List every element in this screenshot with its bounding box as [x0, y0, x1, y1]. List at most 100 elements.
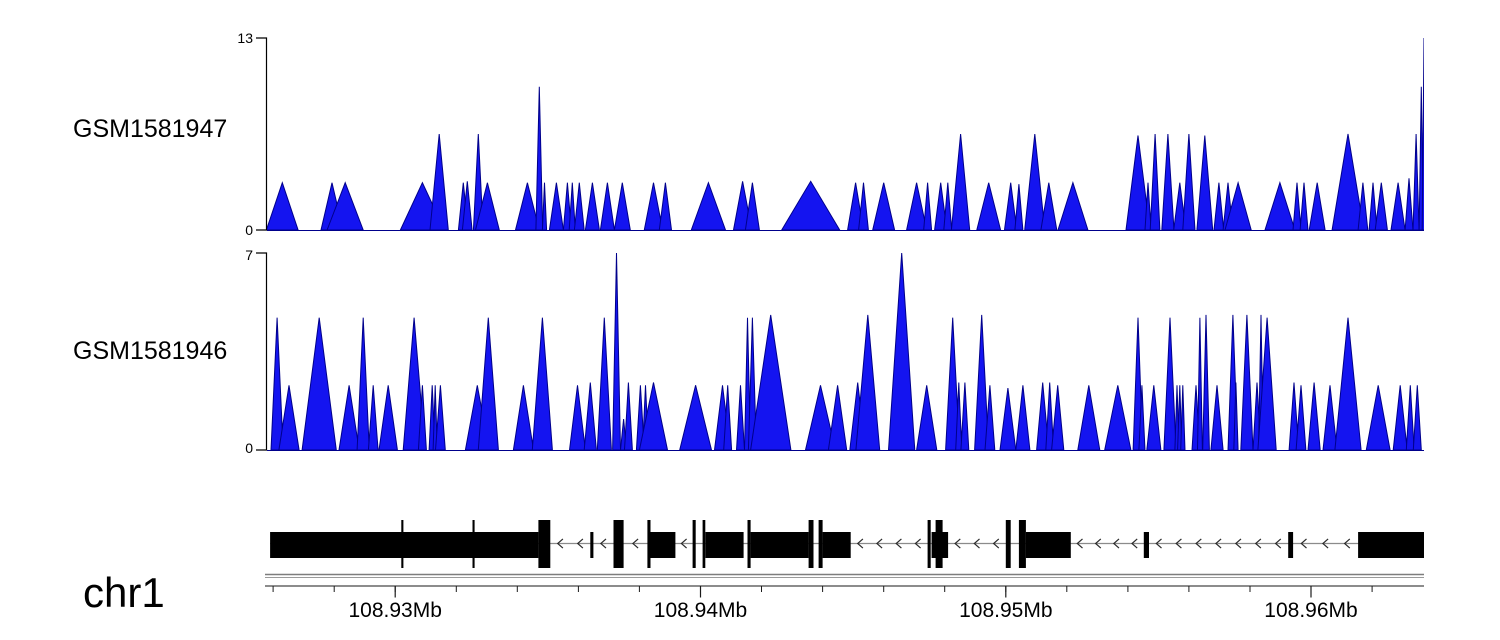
- coverage-peak: [1161, 133, 1175, 231]
- coverage-peak: [1374, 182, 1388, 231]
- strand-arrow-left-icon: [1195, 538, 1202, 549]
- strand-arrow-left-icon: [875, 538, 883, 549]
- exon-cds: [401, 520, 404, 568]
- coverage-peak: [1015, 385, 1031, 451]
- coverage-peak: [461, 181, 473, 231]
- coverage-peak: [723, 385, 733, 451]
- track1-ymax-label: 13: [237, 30, 253, 46]
- coverage-peak: [531, 317, 553, 451]
- exon-utr: [270, 532, 539, 558]
- genome-axis-track: 108.93Mb 108.94Mb 108.95Mb 108.96Mb: [265, 573, 1424, 622]
- strand-arrow-left-icon: [576, 538, 584, 549]
- coverage-peak: [1173, 182, 1187, 231]
- coverage-peak: [1412, 133, 1420, 231]
- coverage-peak: [562, 182, 572, 231]
- strand-arrow-left-icon: [1343, 538, 1351, 549]
- exon-utr: [750, 532, 809, 558]
- coverage-peak: [735, 385, 746, 451]
- coverage-peak: [1295, 385, 1307, 451]
- coverage-peak: [887, 252, 916, 451]
- coverage-peak: [679, 385, 713, 451]
- coverage-peak: [474, 182, 500, 231]
- track1-ymin-label: 0: [245, 222, 253, 238]
- coverage-peak: [1036, 382, 1050, 451]
- coverage-peak: [612, 252, 622, 451]
- exon-utr: [590, 532, 594, 558]
- exon-utr: [650, 532, 676, 558]
- axis-tick-label: 108.96Mb: [1264, 599, 1357, 622]
- exon-cds: [472, 520, 475, 568]
- exon-cds: [647, 520, 651, 568]
- coverage-peak: [905, 182, 928, 231]
- coverage-peak: [1051, 385, 1065, 451]
- coverage-peak: [984, 385, 996, 451]
- coverage-peak: [1146, 385, 1162, 451]
- coverage-peak: [1040, 182, 1058, 231]
- coverage-peak: [690, 181, 727, 231]
- coverage-peak: [934, 182, 948, 231]
- strand-arrow-left-icon: [856, 538, 864, 549]
- coverage-peak: [1365, 385, 1391, 451]
- coverage-peak: [1024, 133, 1046, 231]
- coverage-peak: [367, 385, 379, 451]
- strand-arrow-left-icon: [1214, 538, 1222, 549]
- axis-tick-label: 108.94Mb: [654, 599, 747, 622]
- coverage-peak: [1392, 385, 1408, 451]
- coverage-peak: [1233, 382, 1239, 451]
- coverage-peak: [1144, 182, 1152, 231]
- strand-arrow-left-icon: [631, 538, 639, 549]
- coverage-peak: [1196, 135, 1214, 231]
- coverage-peak: [960, 382, 970, 451]
- coverage-peak: [750, 314, 792, 451]
- coverage-peak: [514, 182, 540, 231]
- coverage-peak: [1257, 317, 1277, 451]
- coverage-peak: [568, 385, 586, 451]
- coverage-peak: [1390, 182, 1406, 231]
- coverage-peak: [1308, 182, 1326, 231]
- coverage-peak: [535, 86, 544, 231]
- exon-cds: [818, 520, 823, 568]
- coverage-peak: [270, 317, 284, 451]
- coverage-peak: [1196, 317, 1203, 451]
- track-label-2: GSM1581946: [73, 337, 228, 365]
- y-axis-bracket-track2: [256, 252, 268, 451]
- coverage-peak: [1240, 314, 1254, 451]
- coverage-peak: [943, 182, 953, 231]
- coverage-peak: [827, 385, 848, 451]
- exon-utr: [1288, 532, 1294, 558]
- strand-arrow-left-icon: [1254, 538, 1262, 549]
- coverage-peak: [1057, 181, 1089, 231]
- coverage-peak: [1045, 382, 1055, 451]
- coverage-peak: [916, 385, 938, 451]
- coverage-peak: [599, 182, 615, 231]
- y-axis-bracket-track1: [256, 37, 268, 231]
- exon-cds: [1018, 520, 1026, 568]
- strand-arrow-left-icon: [1094, 538, 1102, 549]
- coverage-peak: [1125, 135, 1151, 231]
- coverage-peak: [1412, 385, 1422, 451]
- coverage-peak: [1322, 385, 1338, 451]
- exon-cds: [692, 520, 696, 568]
- strand-arrow-left-icon: [1131, 538, 1138, 549]
- gene-model-track: [270, 520, 1424, 568]
- coverage-peak: [596, 317, 612, 451]
- strand-arrow-left-icon: [1234, 538, 1242, 549]
- coverage-peak: [855, 314, 881, 451]
- coverage-peak: [858, 182, 869, 231]
- coverage-peak: [1202, 314, 1210, 451]
- exon-utr: [1143, 532, 1149, 558]
- coverage-peak: [1104, 385, 1132, 451]
- track2-ymax-label: 7: [245, 247, 253, 263]
- coverage-peak: [955, 382, 963, 451]
- exon-utr: [822, 532, 851, 558]
- strand-arrow-left-icon: [1175, 538, 1182, 549]
- exon-cds: [538, 520, 551, 568]
- strand-arrow-left-icon: [1300, 538, 1307, 549]
- coverage-peak: [1014, 184, 1024, 231]
- coverage-peak: [1404, 178, 1414, 231]
- coverage-peak: [568, 182, 576, 231]
- coverage-peak: [583, 382, 597, 451]
- coverage-peak: [923, 182, 933, 231]
- coverage-peak: [1357, 182, 1369, 231]
